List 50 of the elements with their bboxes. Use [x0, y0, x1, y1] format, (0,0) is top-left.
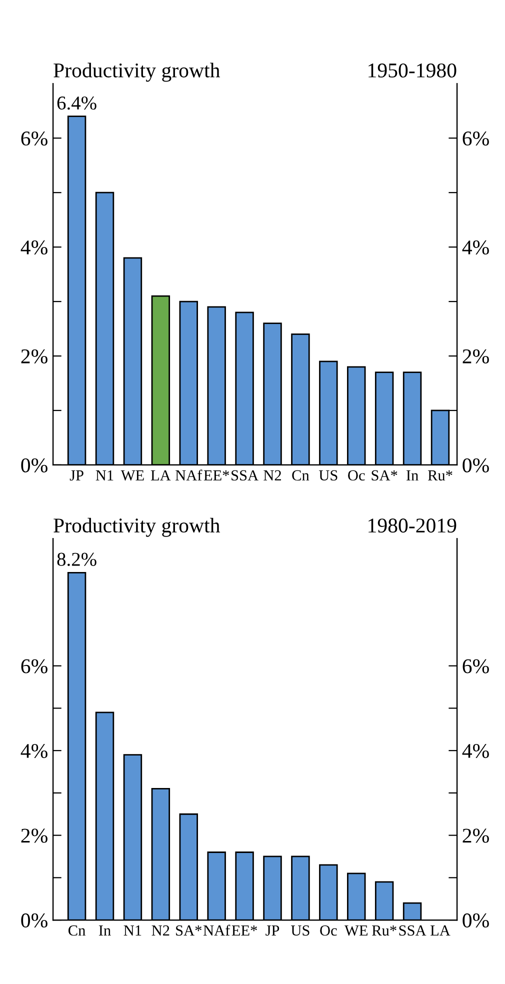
- x-tick-label: LA: [430, 925, 450, 936]
- x-tick-label: N1: [124, 925, 142, 936]
- x-tick-label: N1: [96, 470, 114, 480]
- x-tick-label: US: [318, 470, 338, 481]
- x-tick-label: NAf: [175, 470, 202, 480]
- x-tick-label: Ru*: [428, 470, 452, 481]
- x-tick-label: SSA: [399, 925, 426, 936]
- x-tick-label: Oc: [348, 470, 365, 481]
- x-tick-label: NAf: [203, 924, 230, 936]
- x-tick-label: N2: [264, 470, 281, 480]
- x-tick-label: Ru*: [372, 926, 396, 936]
- y-tick-label: 2%: [21, 349, 48, 364]
- chart-title: Productivity growth: [54, 518, 220, 537]
- x-tick-label: JP: [266, 926, 280, 936]
- y2-tick-label: 2%: [462, 349, 489, 364]
- x-tick-label: JP: [70, 470, 84, 481]
- y2-tick-label: 6%: [462, 131, 489, 146]
- chart-subtitle: 1980-2019: [368, 518, 456, 533]
- y-tick-label: 4%: [20, 240, 48, 255]
- y2-tick-label: 0%: [462, 913, 489, 928]
- x-tick-label: LA: [150, 470, 171, 480]
- x-tick-label: In: [98, 926, 111, 936]
- x-tick-label: SSA: [232, 470, 258, 481]
- data-label: 8.2%: [57, 552, 96, 566]
- y-tick-label: 0%: [21, 913, 48, 928]
- y2-tick-label: 6%: [462, 659, 489, 674]
- y-tick-label: 6%: [21, 659, 48, 674]
- y-tick-label: 4%: [20, 744, 48, 758]
- x-tick-label: Cn: [68, 925, 86, 936]
- x-tick-label: SA*: [372, 470, 398, 481]
- y-tick-label: 6%: [21, 131, 48, 146]
- x-tick-label: WE: [344, 926, 368, 936]
- chart-subtitle: 1950-1980: [368, 63, 456, 78]
- x-tick-label: EE*: [204, 470, 230, 480]
- y-tick-label: 2%: [21, 828, 48, 843]
- chart-title: Productivity growth: [54, 62, 220, 82]
- data-label: 6.4%: [57, 96, 96, 110]
- x-tick-label: In: [406, 470, 418, 480]
- y2-tick-label: 4%: [462, 240, 489, 255]
- x-tick-label: SA*: [176, 925, 202, 936]
- x-tick-label: WE: [120, 470, 144, 481]
- y2-tick-label: 4%: [462, 744, 489, 758]
- x-tick-label: N2: [152, 925, 170, 936]
- y-tick-label: 0%: [21, 458, 48, 472]
- y2-tick-label: 2%: [462, 828, 489, 843]
- x-tick-label: Oc: [320, 925, 337, 936]
- x-tick-label: EE*: [232, 926, 257, 936]
- y2-tick-label: 0%: [462, 458, 489, 472]
- x-tick-label: US: [291, 925, 310, 936]
- x-tick-label: Cn: [292, 470, 310, 481]
